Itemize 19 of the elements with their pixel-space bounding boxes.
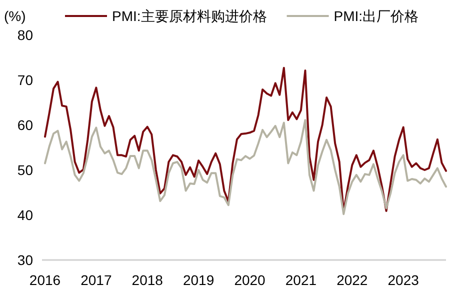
y-tick-label: 80 [17,27,34,43]
x-tick-label: 2018 [132,272,164,288]
y-tick-label: 40 [17,207,34,223]
x-tick-label: 2021 [285,272,317,288]
y-tick-label: 60 [17,117,34,133]
x-tick-label: 2019 [182,272,214,288]
line-series [44,119,447,216]
x-tick-label: 2016 [29,272,61,288]
x-tick-label: 2022 [336,272,368,288]
x-tick-label: 2023 [388,272,420,288]
line-series [44,66,447,213]
y-tick-label: 50 [17,162,34,178]
legend-label: PMI:主要原材料购进价格 [112,8,267,24]
x-tick-label: 2017 [80,272,112,288]
x-tick-label: 2020 [234,272,266,288]
y-tick-label: 30 [17,252,34,268]
legend-label: PMI:出厂价格 [334,8,419,24]
y-tick-label: 70 [17,72,34,88]
y-axis-title: (%) [4,8,26,24]
